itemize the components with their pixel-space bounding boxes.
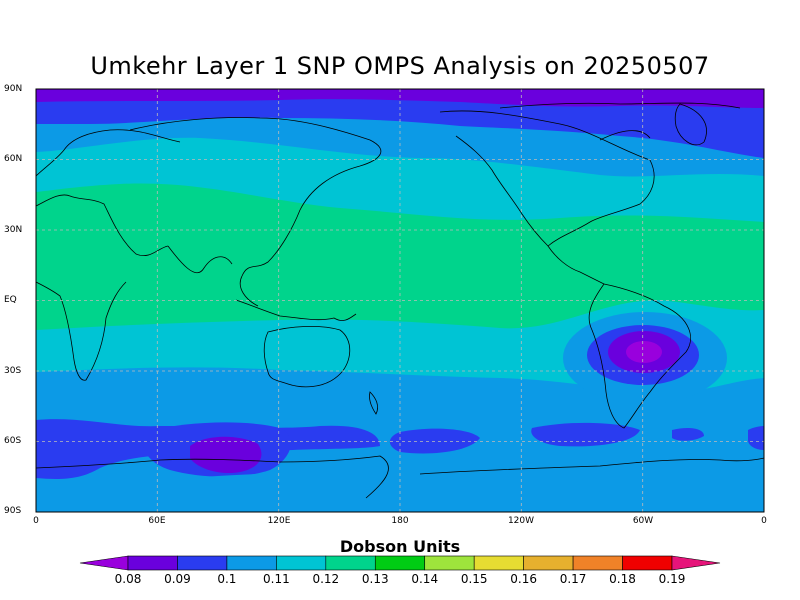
coastlines — [36, 102, 764, 499]
colorbar-swatch — [177, 555, 228, 571]
lon-tick-label: 0 — [33, 516, 39, 526]
map-title: Umkehr Layer 1 SNP OMPS Analysis on 2025… — [90, 52, 710, 80]
lat-tick-label: 90N — [4, 84, 23, 94]
map-frame — [35, 88, 765, 513]
colorbar-tick-label: 0.18 — [609, 572, 636, 586]
band-blue-south-c — [389, 428, 480, 454]
colorbar-swatch — [473, 555, 524, 571]
colorbar-swatch — [226, 555, 277, 571]
coast-arctic — [499, 102, 741, 141]
colorbar-tick-label: 0.11 — [263, 572, 290, 586]
colorbar-title: Dobson Units — [339, 537, 461, 556]
colorbar-tick-label: 0.17 — [559, 572, 587, 586]
colorbar-swatch — [424, 555, 475, 571]
lon-tick-label: 60W — [632, 516, 654, 526]
colorbar-arrow-high — [671, 555, 721, 571]
coast-greenland — [674, 103, 707, 146]
lat-tick-label: 60N — [4, 154, 23, 164]
band-purple-south — [190, 436, 262, 474]
coast-new-zealand — [369, 391, 378, 415]
band-blue-south-e — [672, 428, 704, 441]
gridlines — [36, 89, 764, 512]
colorbar-tick-label: 0.09 — [164, 572, 191, 586]
coast-europe-africa — [36, 129, 181, 381]
colorbar-arrow-low — [79, 555, 129, 571]
lat-tick-label: EQ — [4, 295, 17, 305]
lon-tick-label: 120E — [267, 516, 291, 526]
anomaly-violet — [626, 341, 662, 363]
colorbar-swatch — [276, 555, 327, 571]
colorbar-tick-label: 0.08 — [114, 572, 142, 586]
lon-tick-label: 0 — [761, 516, 767, 526]
colorbar-tick-label: 0.15 — [460, 572, 488, 586]
lon-tick-label: 60E — [148, 516, 166, 526]
coast-asia — [129, 117, 382, 307]
lat-tick-label: 60S — [4, 436, 22, 446]
colorbar-tick-label: 0.13 — [361, 572, 389, 586]
lon-tick-label: 180 — [391, 516, 409, 526]
band-blue-south-f — [748, 426, 764, 450]
colorbar-swatch — [127, 555, 178, 571]
lat-tick-label: 90S — [4, 506, 22, 516]
colorbar-swatch — [325, 555, 376, 571]
lon-tick-label: 120W — [507, 516, 535, 526]
colorbar-tick-label: 0.19 — [658, 572, 686, 586]
colorbar-swatch — [622, 555, 673, 571]
colorbar-tick-label: 0.1 — [217, 572, 237, 586]
band-blue-south-d — [531, 422, 640, 447]
colorbar-tick-label: 0.16 — [510, 572, 537, 586]
coast-south-america — [588, 283, 691, 429]
colorbar-tick-label: 0.14 — [411, 572, 439, 586]
coast-central-america — [547, 245, 605, 285]
coast-north-america — [439, 110, 655, 247]
colorbar — [79, 555, 721, 571]
coast-antarctica — [36, 455, 764, 499]
lat-tick-label: 30S — [4, 366, 22, 376]
coast-australia — [263, 325, 351, 388]
band-light-blue-far-south — [90, 460, 764, 512]
lat-tick-label: 30N — [4, 225, 23, 235]
coast-indonesia — [235, 299, 357, 321]
colorbar-swatch — [523, 555, 574, 571]
colorbar-tick-label: 0.12 — [312, 572, 340, 586]
colorbar-swatch — [374, 555, 426, 571]
colorbar-swatch — [572, 555, 623, 571]
